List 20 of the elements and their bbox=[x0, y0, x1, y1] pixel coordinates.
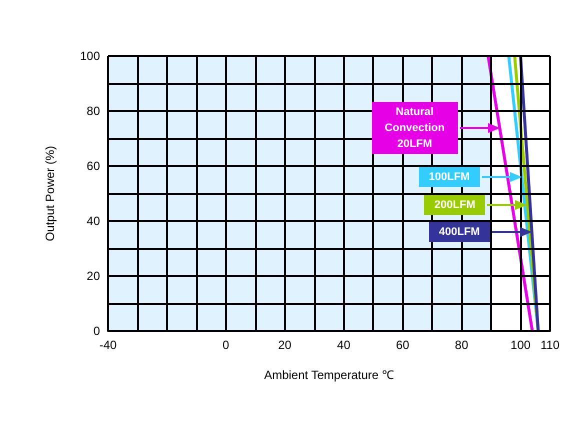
x-tick-label: 40 bbox=[337, 338, 351, 352]
x-tick-label: -40 bbox=[99, 338, 117, 352]
legend-label: 100LFM bbox=[418, 167, 480, 187]
x-tick-label: 60 bbox=[396, 338, 410, 352]
y-tick-label: 40 bbox=[86, 214, 100, 228]
y-tick-label: 60 bbox=[86, 159, 100, 173]
x-axis-title: Ambient Temperature ℃ bbox=[264, 368, 394, 382]
y-tick-label: 20 bbox=[86, 269, 100, 283]
y-tick-label: 100 bbox=[80, 49, 100, 63]
x-tick-label: 20 bbox=[278, 338, 292, 352]
legend-label: 200LFM bbox=[424, 194, 486, 214]
y-axis-title: Output Power (%) bbox=[43, 146, 57, 242]
x-tick-label: 0 bbox=[222, 338, 230, 352]
legend-label: Natural Convection 20LFM bbox=[372, 102, 458, 154]
y-tick-label: 80 bbox=[86, 104, 100, 118]
x-tick-label: 110 bbox=[540, 338, 560, 352]
x-tick-label: 80 bbox=[454, 338, 469, 352]
x-tick-label: 100 bbox=[510, 338, 531, 352]
y-tick-label: 0 bbox=[93, 324, 100, 338]
legend-label: 400LFM bbox=[428, 222, 490, 242]
